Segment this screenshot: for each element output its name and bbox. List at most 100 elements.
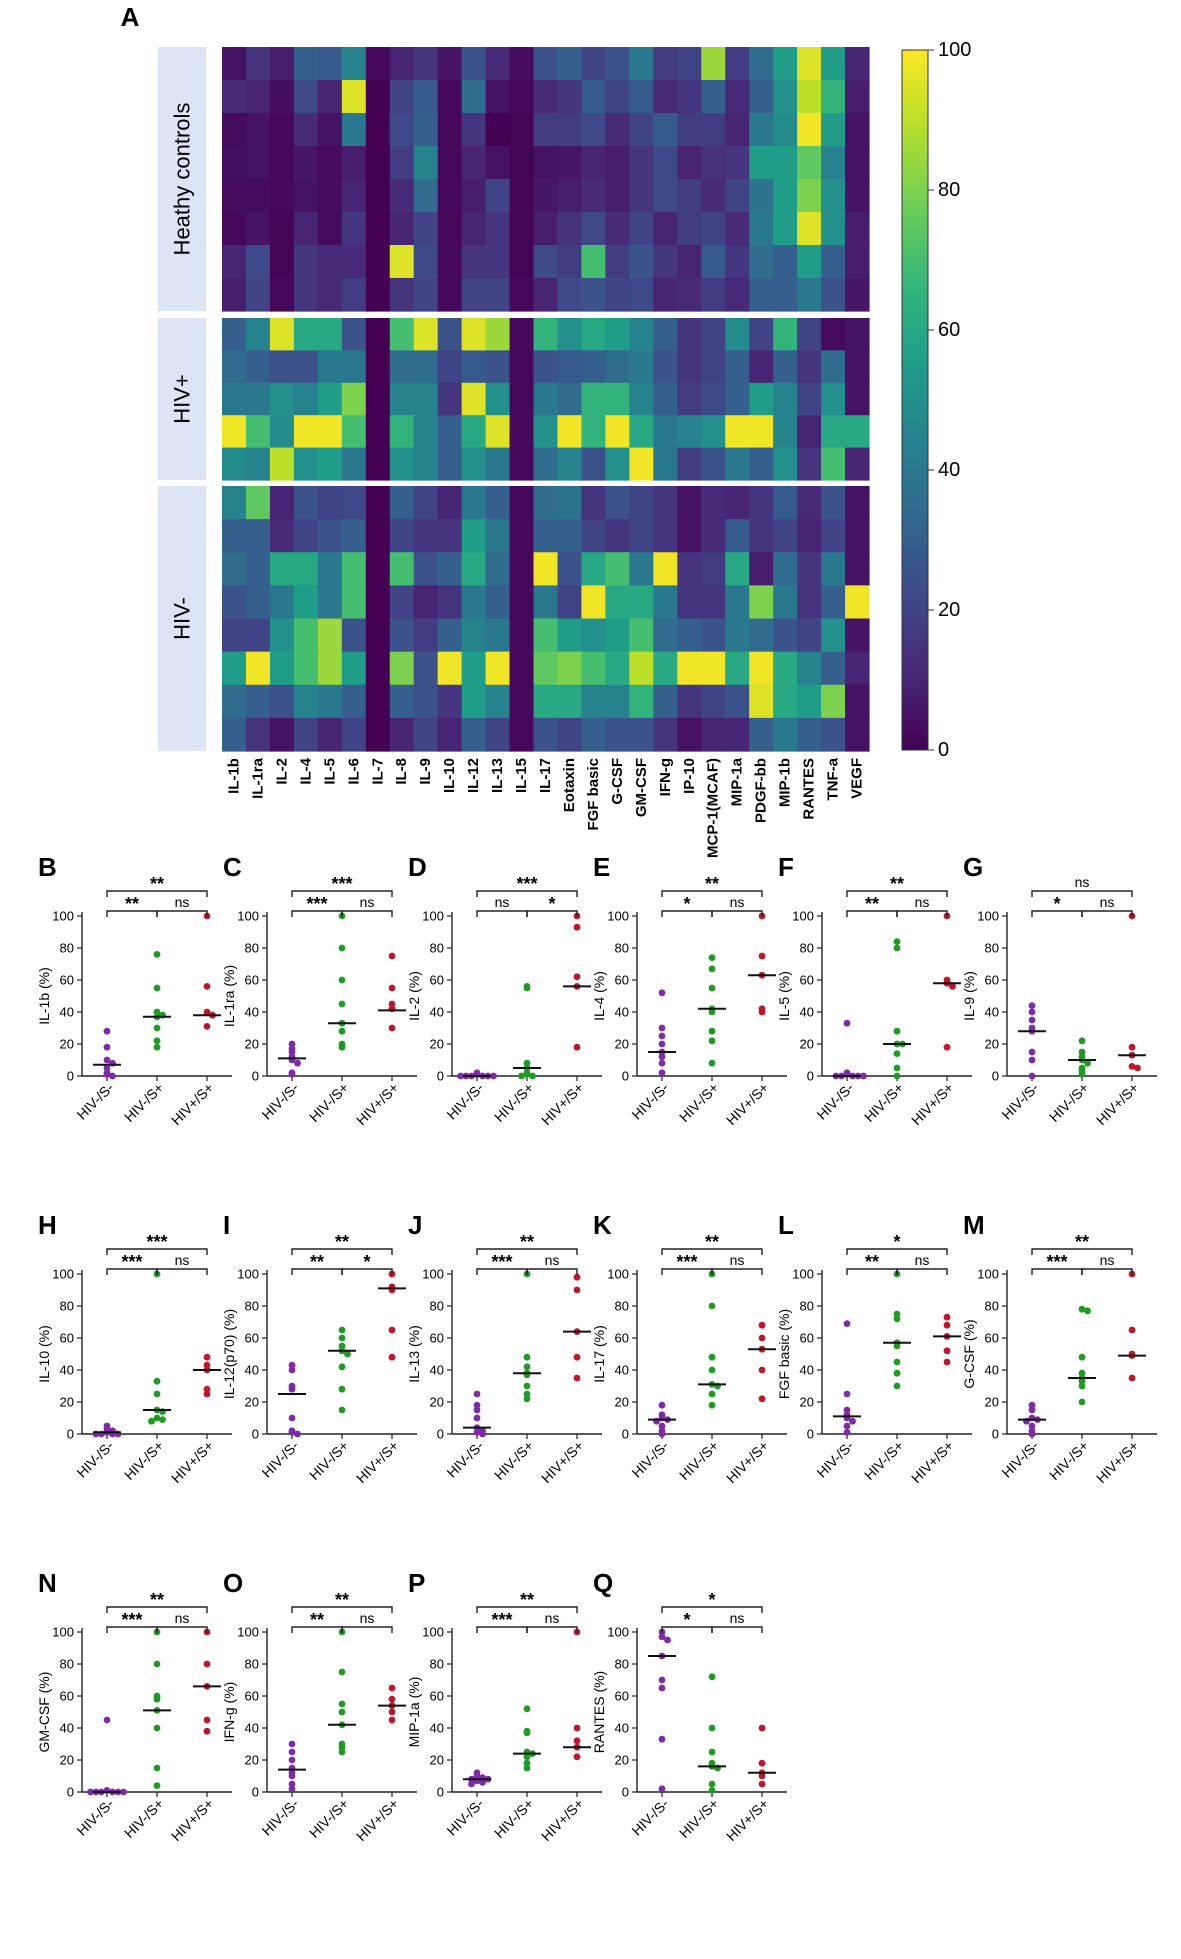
panel-label: P [408, 1568, 425, 1598]
data-point [523, 1382, 531, 1390]
heatmap-cell [653, 447, 678, 481]
data-point [103, 1043, 111, 1051]
heatmap-cell [677, 585, 702, 620]
heatmap-cell [437, 245, 463, 279]
x-tick-label: HIV+/S+ [1093, 1079, 1142, 1128]
heatmap-cell [701, 585, 726, 620]
y-tick-label: 40 [985, 1363, 999, 1378]
heatmap-cell [749, 486, 774, 520]
heatmap-cell [365, 318, 391, 351]
heatmap-cell [797, 80, 822, 114]
heatmap-cell [533, 552, 559, 586]
heatmap-cell [821, 245, 846, 279]
x-tick-label: HIV+/S+ [723, 1437, 772, 1486]
significance-label: ns [175, 1610, 190, 1626]
y-axis-label: G-CSF (%) [961, 1319, 977, 1388]
heatmap-cell [533, 113, 559, 147]
heatmap-cell [821, 486, 846, 520]
heatmap-cell [845, 245, 870, 279]
heatmap-cell [605, 415, 630, 449]
heatmap-cell [222, 179, 247, 213]
x-tick-label: HIV-/S- [73, 1795, 116, 1838]
y-tick-label: 20 [615, 1395, 629, 1410]
heatmap-cell [269, 80, 295, 114]
heatmap-cell [557, 179, 583, 213]
heatmap-cell [365, 382, 391, 416]
heatmap-cell [461, 212, 487, 246]
heatmap-cell [629, 350, 654, 384]
colorbar-tick-label: 20 [938, 599, 960, 621]
heatmap-cell [269, 519, 295, 553]
heatmap-cell [222, 618, 247, 653]
data-point [573, 973, 581, 981]
heatmap-cell [725, 80, 750, 114]
heatmap-cell [269, 382, 295, 416]
heatmap-cell [797, 519, 822, 553]
heatmap-cell [749, 179, 774, 213]
heatmap-cell [365, 519, 391, 553]
heatmap-cell [222, 245, 247, 279]
y-tick-label: 20 [430, 1753, 444, 1768]
heatmap-cell [581, 447, 606, 481]
data-point [658, 1422, 666, 1430]
heatmap-cell [581, 146, 606, 180]
x-tick-label: HIV-/S+ [1046, 1437, 1092, 1483]
heatmap-cell [509, 80, 535, 114]
heatmap-cell [773, 278, 798, 312]
heatmap-cell [317, 415, 343, 449]
data-point [473, 1429, 481, 1436]
data-point [523, 1395, 531, 1403]
heatmap-cell [557, 350, 583, 384]
significance-bracket [711, 1268, 763, 1275]
y-axis-label: IL-10 (%) [36, 1325, 52, 1383]
heatmap-cell [749, 278, 774, 312]
data-point [1078, 1398, 1086, 1406]
significance-label: * [683, 894, 690, 914]
significance-label: ns [915, 894, 930, 910]
heatmap-cell [365, 350, 391, 384]
heatmap-cell [797, 382, 822, 416]
data-point [518, 1072, 525, 1080]
data-point [758, 1334, 766, 1342]
data-point [120, 1788, 127, 1796]
y-tick-label: 0 [67, 1069, 74, 1084]
data-point [893, 938, 901, 945]
heatmap-column-label: TNF-a [825, 757, 842, 800]
heatmap-cell [773, 585, 798, 620]
data-point [843, 1019, 851, 1027]
data-point [153, 951, 161, 958]
data-point [103, 1071, 111, 1078]
significance-bracket [661, 1248, 763, 1255]
data-point [388, 1000, 396, 1008]
heatmap-cell [773, 47, 798, 81]
heatmap-cell [485, 651, 511, 686]
data-point [664, 1636, 671, 1644]
heatmap-cell [317, 80, 343, 114]
heatmap-cell [773, 552, 798, 586]
significance-bracket [106, 1248, 208, 1255]
heatmap-cell [293, 212, 319, 246]
heatmap-cell [269, 245, 295, 279]
heatmap-cell [509, 113, 535, 147]
data-point [758, 1724, 766, 1732]
data-point [658, 1053, 666, 1061]
significance-label: ns [730, 1252, 745, 1268]
heatmap-cell [222, 382, 247, 416]
heatmap-cell [245, 717, 271, 752]
y-tick-label: 0 [622, 1069, 629, 1084]
heatmap-cell [269, 350, 295, 384]
data-point [388, 1708, 396, 1716]
heatmap-cell [365, 717, 391, 752]
heatmap-cell [821, 552, 846, 586]
data-point [338, 1385, 346, 1393]
heatmap-cell [461, 684, 487, 719]
significance-label: ** [1075, 1232, 1089, 1252]
data-point [708, 1008, 716, 1016]
scatter-panel-j: J 0 20 40 60 80 100 IL-13 (%) HIV-/S- HIV-/S+ HIV+… [406, 1210, 602, 1486]
heatmap-cell [413, 179, 439, 213]
heatmap-cell [845, 47, 870, 81]
heatmap-cell [245, 382, 271, 416]
heatmap-cell [605, 684, 630, 719]
heatmap-cell [269, 212, 295, 246]
data-point [338, 1406, 346, 1414]
